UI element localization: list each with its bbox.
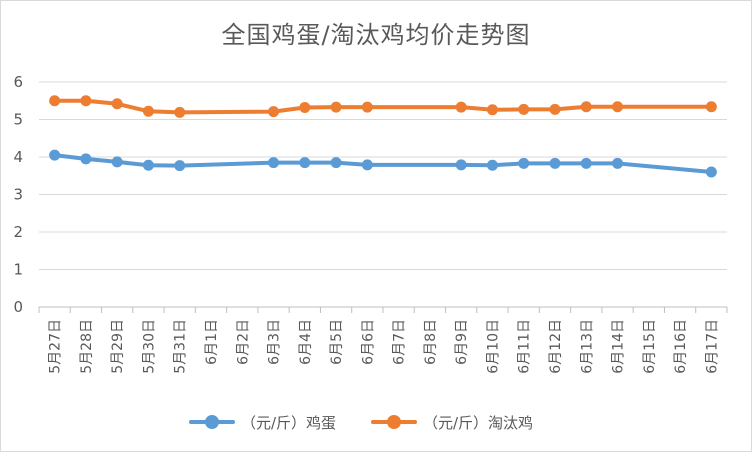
x-tick-label: 5月29日 [110,319,126,374]
data-point-0 [330,157,342,169]
x-tick-label: 6月14日 [611,319,627,374]
data-point-1 [549,103,561,115]
x-tick-label: 6月12日 [548,319,564,374]
x-tick-label: 5月28日 [79,319,95,374]
x-tick-label: 6月4日 [298,319,314,365]
data-point-1 [518,103,530,115]
data-point-0 [486,159,498,171]
legend-label-hen: （元/斤）淘汰鸡 [423,413,534,432]
data-point-0 [549,157,561,169]
data-point-0 [142,159,154,171]
legend-item-hen: （元/斤）淘汰鸡 [371,407,533,437]
y-axis-ticks: 0 1 2 3 4 5 6 [13,73,23,316]
data-point-1 [111,98,123,110]
data-point-0 [361,159,373,171]
y-tick-label: 4 [13,148,23,166]
data-point-1 [174,106,186,118]
x-axis-ticks: 5月27日 5月28日 5月29日 5月30日 5月31日 6月1日 6月2日 6月3日 6月4… [48,319,721,374]
legend-item-egg: （元/斤）鸡蛋 [189,407,336,437]
x-tick-label: 6月3日 [267,319,283,365]
x-tick-label: 6月16日 [673,319,689,374]
x-tick-label: 6月13日 [579,319,595,374]
data-point-1 [49,95,61,107]
data-point-1 [80,95,92,107]
x-tick-label: 6月10日 [485,319,501,374]
x-tick-label: 6月1日 [204,319,220,365]
chart-title: 全国鸡蛋/淘汰鸡均价走势图 [221,21,531,49]
series-layer [49,95,717,178]
gridlines [38,81,728,313]
data-point-0 [455,159,467,171]
data-point-0 [705,166,717,178]
legend: （元/斤）鸡蛋 （元/斤）淘汰鸡 [1,407,751,437]
x-tick-label: 6月7日 [392,319,408,365]
data-point-1 [142,105,154,117]
data-point-0 [174,160,186,172]
data-point-0 [299,157,311,169]
y-tick-label: 6 [13,73,23,91]
data-point-0 [518,157,530,169]
x-tick-label: 6月9日 [454,319,470,365]
data-point-0 [80,153,92,165]
x-tick-label: 5月31日 [173,319,189,374]
x-tick-label: 6月6日 [360,319,376,365]
data-point-1 [455,101,467,113]
y-tick-label: 1 [13,261,23,279]
data-point-0 [111,156,123,168]
x-tick-label: 6月17日 [704,319,720,374]
data-point-0 [268,157,280,169]
y-tick-label: 0 [13,298,23,316]
data-point-1 [299,102,311,113]
legend-swatch-hen [371,415,417,429]
x-tick-label: 5月30日 [141,319,157,374]
x-tick-label: 5月27日 [48,319,64,374]
data-point-1 [330,101,342,113]
data-point-0 [612,157,624,169]
x-tick-label: 6月11日 [517,319,533,374]
data-point-1 [705,101,717,113]
series-line-0 [52,153,714,174]
x-tick-label: 6月8日 [423,319,439,365]
x-tick-label: 6月5日 [329,319,345,365]
series-line-1 [52,98,714,115]
y-tick-label: 3 [13,186,23,204]
data-point-1 [612,101,624,113]
y-tick-label: 2 [13,223,23,241]
x-tick-label: 6月15日 [642,319,658,374]
data-point-1 [486,104,498,116]
y-tick-label: 5 [13,111,23,129]
data-point-1 [580,101,592,113]
data-point-0 [49,149,61,161]
data-point-0 [580,157,592,169]
x-tick-label: 6月2日 [235,319,251,365]
legend-label-egg: （元/斤）鸡蛋 [241,413,337,432]
data-point-1 [268,106,280,118]
legend-swatch-egg [189,415,235,429]
data-point-1 [361,101,373,113]
